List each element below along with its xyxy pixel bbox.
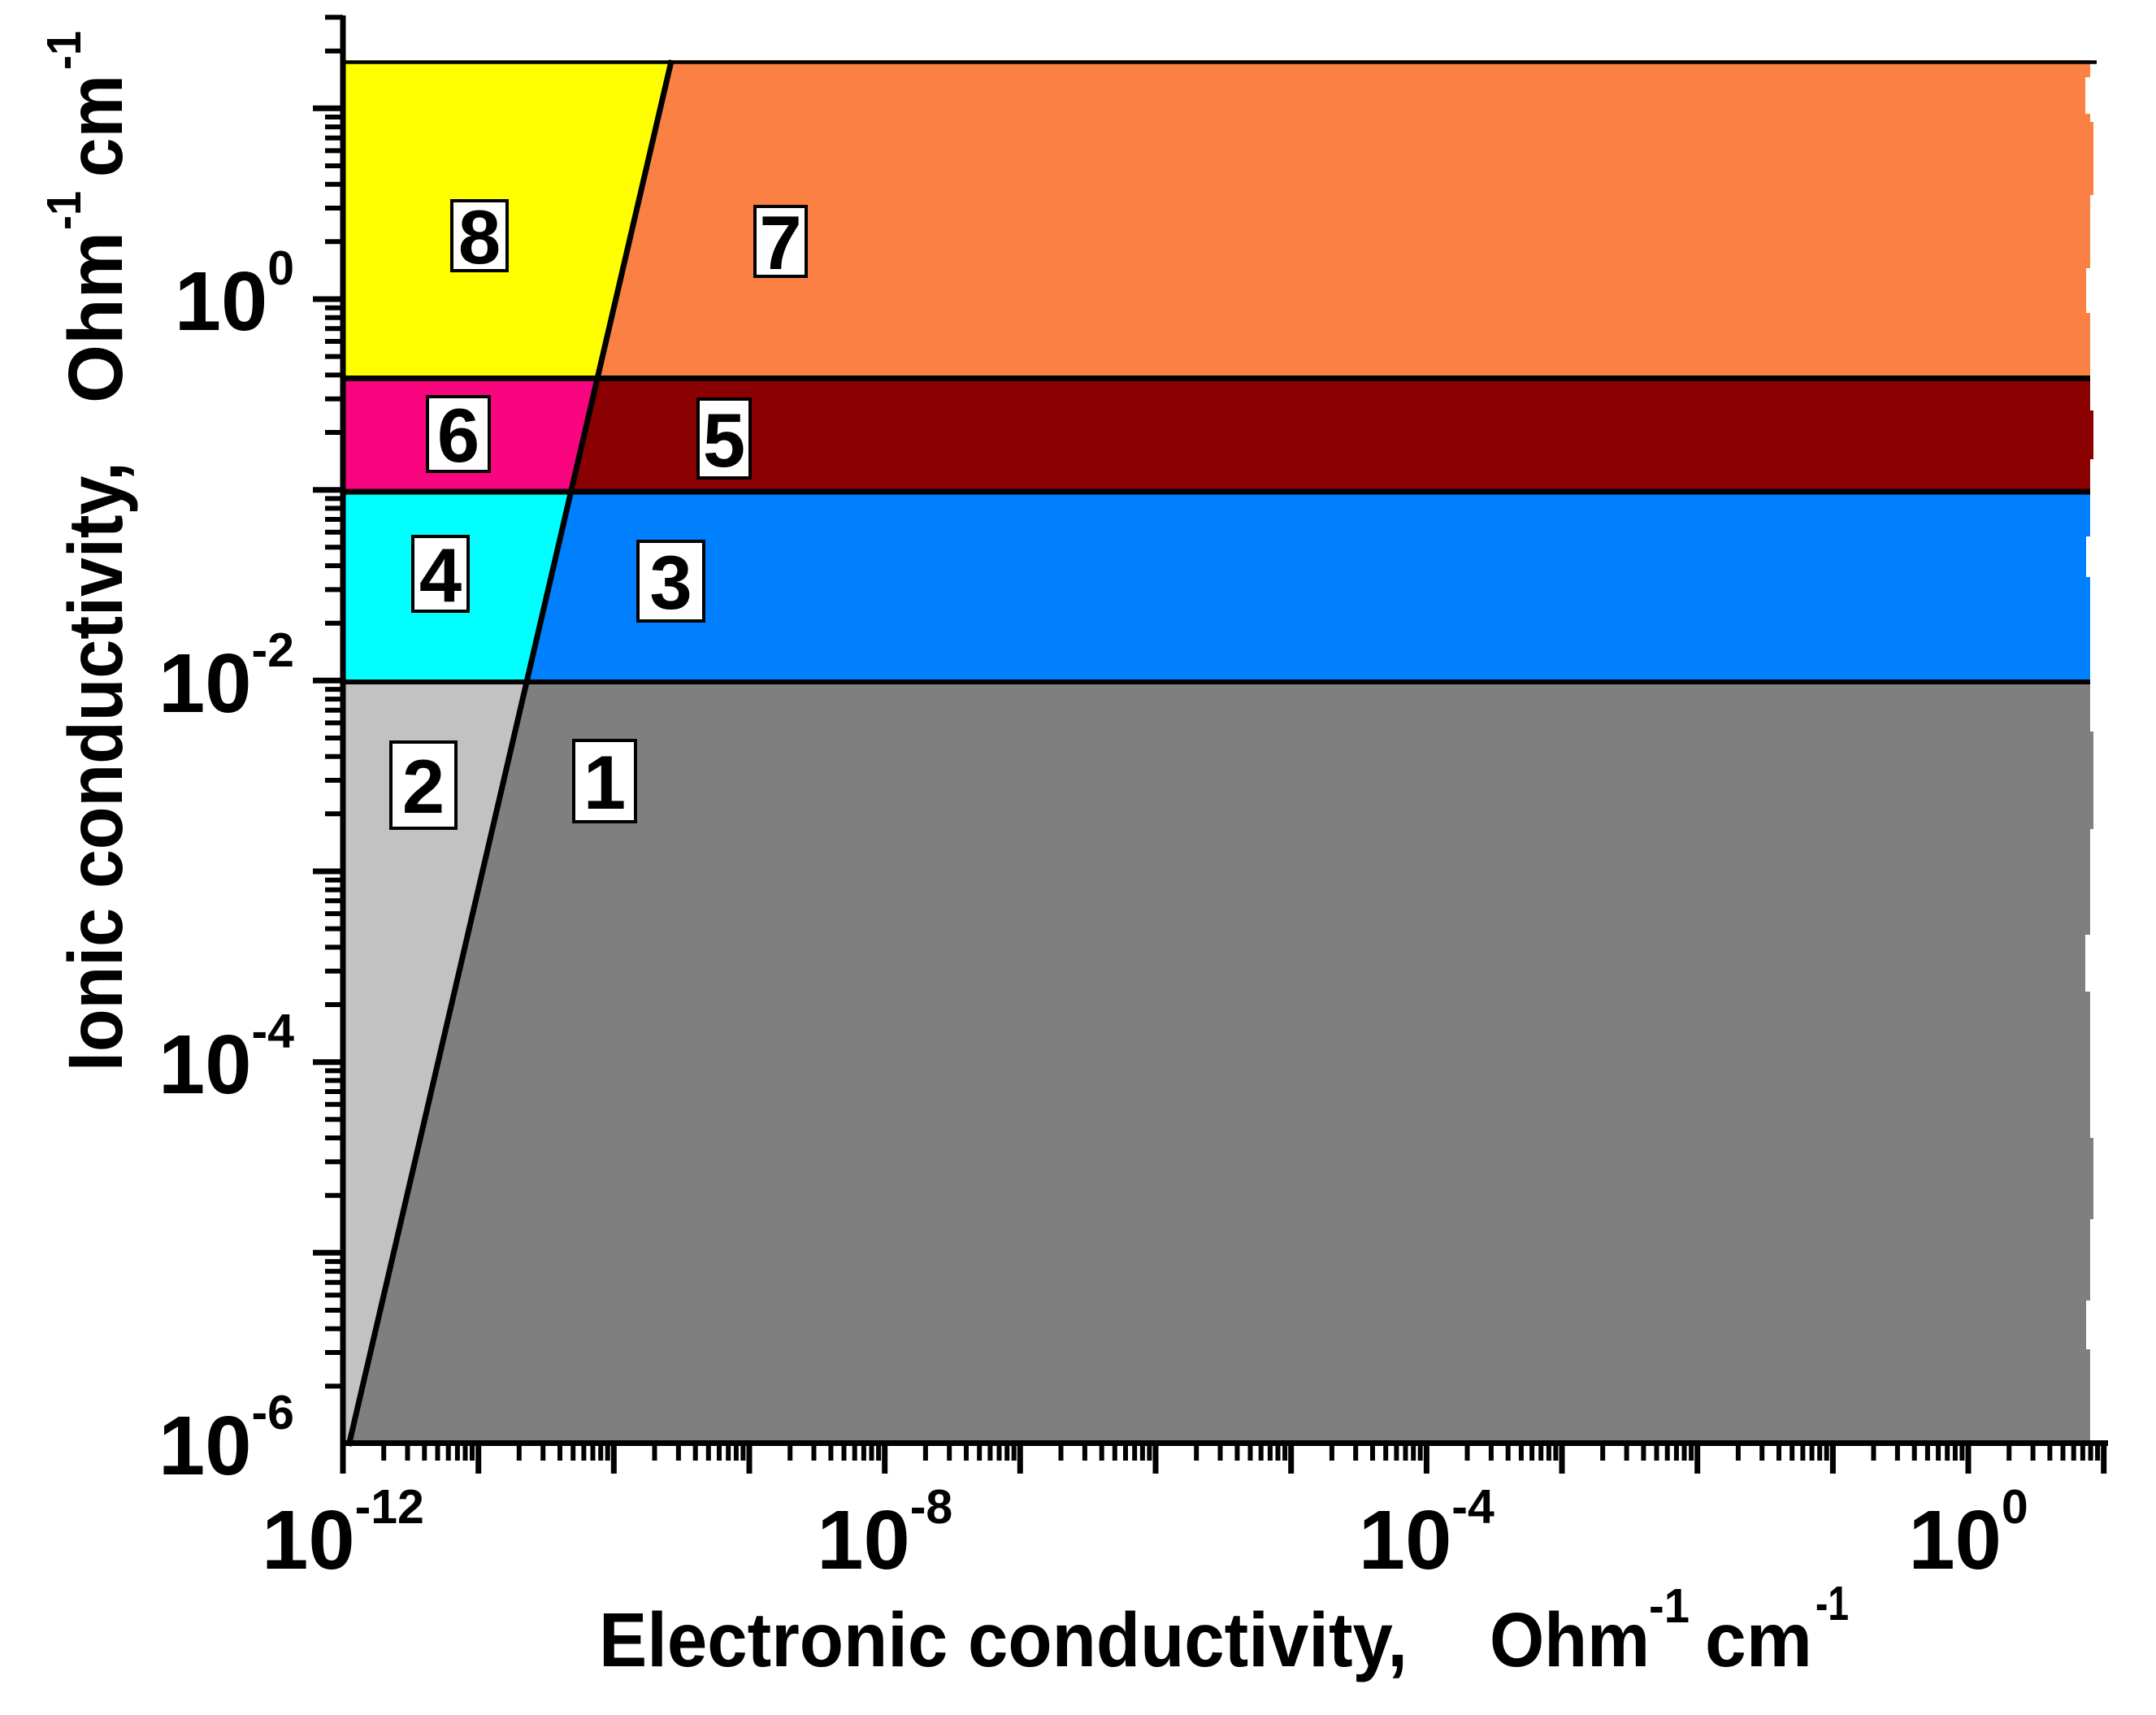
svg-text:-1: -1 xyxy=(37,191,91,230)
svg-text:5: 5 xyxy=(703,397,745,483)
svg-text:-8: -8 xyxy=(910,1480,952,1534)
svg-text:10: 10 xyxy=(158,636,252,730)
svg-text:8: 8 xyxy=(458,194,501,280)
svg-text:10: 10 xyxy=(262,1493,355,1587)
svg-text:-1: -1 xyxy=(37,31,91,70)
svg-text:-12: -12 xyxy=(355,1480,424,1534)
svg-text:0: 0 xyxy=(2002,1480,2028,1534)
svg-text:-1: -1 xyxy=(1815,1577,1849,1630)
svg-text:10: 10 xyxy=(175,254,268,348)
svg-text:10: 10 xyxy=(1908,1493,2002,1587)
svg-text:1: 1 xyxy=(583,740,626,825)
svg-text:10: 10 xyxy=(158,1399,252,1492)
svg-text:Electronic conductivity,: Electronic conductivity, xyxy=(599,1597,1408,1683)
svg-text:-4: -4 xyxy=(252,1005,295,1058)
svg-text:Ionic conductivity,: Ionic conductivity, xyxy=(53,462,139,1071)
svg-text:-6: -6 xyxy=(252,1386,294,1439)
svg-text:10: 10 xyxy=(158,1018,252,1111)
svg-text:6: 6 xyxy=(437,393,479,478)
svg-text:10: 10 xyxy=(817,1493,910,1587)
svg-text:0: 0 xyxy=(267,241,294,295)
svg-text:4: 4 xyxy=(419,532,462,618)
svg-text:-2: -2 xyxy=(252,623,294,677)
svg-text:3: 3 xyxy=(649,540,692,625)
svg-text:Ohm: Ohm xyxy=(53,232,139,403)
svg-text:cm: cm xyxy=(53,75,139,177)
svg-text:7: 7 xyxy=(759,200,801,285)
svg-text:Ohm: Ohm xyxy=(1490,1597,1650,1683)
svg-text:-1: -1 xyxy=(1649,1579,1690,1633)
svg-text:10: 10 xyxy=(1359,1493,1452,1587)
svg-text:cm: cm xyxy=(1705,1597,1812,1683)
svg-text:-4: -4 xyxy=(1451,1480,1494,1534)
svg-text:2: 2 xyxy=(402,744,445,829)
